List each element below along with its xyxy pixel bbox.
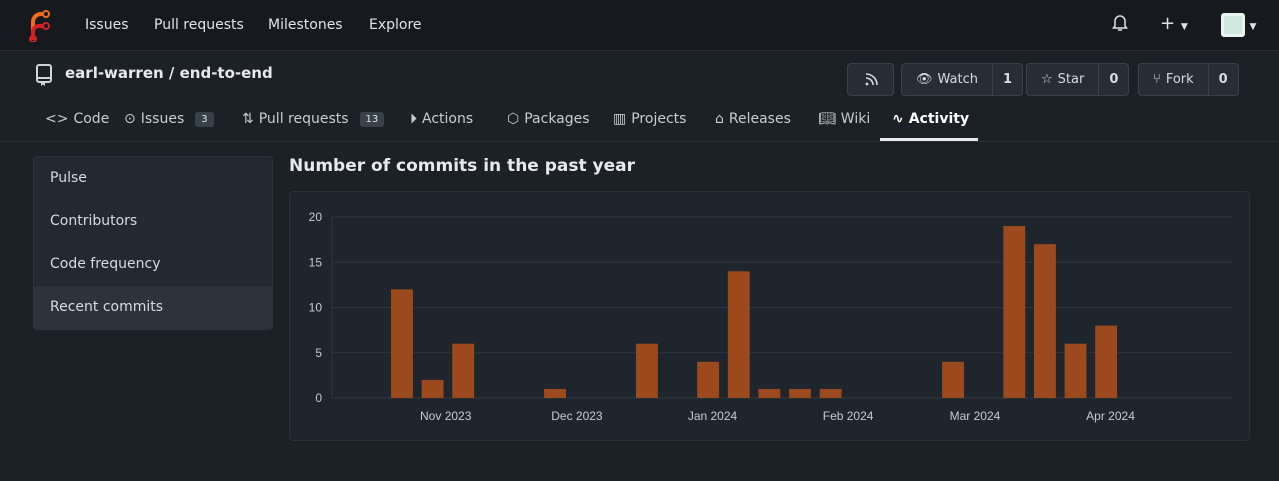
package-icon: ⬡ — [507, 111, 520, 127]
tab-label: Code — [73, 111, 110, 127]
commit-bar — [727, 271, 750, 398]
chart-container: 0 5 10 15 20 Nov 2023 Dec 2023 Jan 2024 Feb 2024… — [289, 191, 1250, 441]
active-tab-indicator — [880, 138, 978, 141]
project-icon: ▥ — [613, 111, 627, 127]
rss-icon — [865, 72, 878, 85]
y-tick-label: 0 — [315, 391, 322, 405]
star-count[interactable]: 0 — [1098, 64, 1128, 95]
user-avatar-menu[interactable]: ▼ — [1221, 13, 1256, 37]
tag-icon: ⌂ — [715, 111, 724, 127]
star-button[interactable]: ☆ Star 0 — [1026, 63, 1130, 96]
x-tick-label: Apr 2024 — [1086, 409, 1135, 423]
commit-bar — [1064, 343, 1087, 398]
commit-bar — [697, 361, 720, 398]
watch-button[interactable]: 👁︎ Watch 1 — [901, 63, 1024, 96]
commit-bar — [1033, 244, 1056, 398]
tab-code[interactable]: <> Code — [45, 111, 109, 127]
commit-bar — [391, 289, 413, 398]
commit-bar — [758, 388, 781, 398]
commits-bar-chart: 0 5 10 15 20 Nov 2023 Dec 2023 Jan 2024 Feb 2024… — [309, 210, 1233, 423]
page-title: Number of commits in the past year — [289, 156, 636, 176]
nav-explore[interactable]: Explore — [369, 17, 422, 33]
sidebar-item-recent-commits[interactable]: Recent commits — [34, 286, 272, 329]
tab-activity[interactable]: ∿ Activity — [892, 111, 969, 127]
tab-actions[interactable]: ⏵ Actions — [410, 111, 473, 127]
repo-title[interactable]: earl-warren / end-to-end — [65, 64, 273, 82]
y-tick-label: 15 — [309, 255, 323, 269]
x-tick-label: Dec 2023 — [551, 409, 603, 423]
watch-count[interactable]: 1 — [992, 64, 1022, 95]
commit-bar — [942, 361, 965, 398]
tab-label: Issues — [140, 111, 185, 127]
nav-pull-requests[interactable]: Pull requests — [154, 17, 244, 33]
fork-count[interactable]: 0 — [1207, 64, 1238, 95]
tab-wiki[interactable]: 📖︎ Wiki — [818, 111, 870, 127]
create-menu-plus-icon[interactable]: + ▼ — [1160, 13, 1188, 34]
tab-projects[interactable]: ▥ Projects — [613, 111, 686, 127]
forgejo-logo[interactable] — [28, 10, 50, 42]
book-icon: 📖︎ — [818, 111, 836, 127]
tab-label: Releases — [728, 111, 791, 127]
eye-icon: 👁︎ — [916, 72, 933, 87]
tab-packages[interactable]: ⬡ Packages — [507, 111, 590, 127]
repo-icon — [36, 64, 52, 86]
tab-pull-requests[interactable]: ⇅ Pull requests 13 — [242, 111, 385, 127]
pulse-icon: ∿ — [892, 111, 904, 127]
x-tick-label: Feb 2024 — [823, 409, 874, 423]
tab-issues[interactable]: ⊙ Issues 3 — [124, 111, 214, 127]
x-tick-label: Mar 2024 — [950, 409, 1001, 423]
nav-issues[interactable]: Issues — [85, 17, 129, 33]
chevron-down-icon: ▼ — [1249, 22, 1257, 32]
star-icon: ☆ — [1041, 72, 1053, 87]
tab-label: Actions — [422, 111, 474, 127]
y-tick-label: 5 — [315, 346, 322, 360]
commit-bar — [819, 388, 842, 398]
bell-icon[interactable] — [1112, 14, 1128, 36]
issues-count-badge: 3 — [195, 111, 214, 127]
pull-request-icon: ⇅ — [242, 111, 254, 127]
repo-header — [0, 51, 1279, 142]
commit-bar — [789, 388, 811, 398]
watch-label: Watch — [937, 72, 978, 87]
x-tick-label: Jan 2024 — [688, 409, 738, 423]
sidebar-item-code-frequency[interactable]: Code frequency — [50, 256, 161, 272]
y-tick-label: 10 — [309, 301, 323, 315]
issue-icon: ⊙ — [124, 111, 136, 127]
sidebar-item-pulse[interactable]: Pulse — [50, 170, 87, 186]
code-icon: <> — [45, 111, 69, 127]
avatar — [1221, 13, 1245, 37]
tab-label: Wiki — [840, 111, 871, 127]
commit-bar — [1095, 325, 1118, 398]
commit-bar — [421, 379, 444, 398]
top-navbar: Issues Pull requests Milestones Explore … — [0, 0, 1279, 51]
pr-count-badge: 13 — [359, 111, 385, 127]
fork-label: Fork — [1165, 72, 1194, 87]
commit-bar — [452, 343, 475, 398]
tab-label: Pull requests — [258, 111, 349, 127]
fork-button[interactable]: ⑂ Fork 0 — [1138, 63, 1239, 96]
play-icon: ⏵ — [410, 111, 417, 127]
star-label: Star — [1057, 72, 1085, 87]
fork-icon: ⑂ — [1153, 72, 1161, 87]
commit-bar — [544, 388, 566, 398]
tab-releases[interactable]: ⌂ Releases — [715, 111, 791, 127]
y-tick-label: 20 — [309, 210, 323, 224]
commit-bar — [1003, 226, 1026, 398]
x-tick-label: Nov 2023 — [420, 409, 472, 423]
sidebar-item-contributors[interactable]: Contributors — [50, 213, 138, 229]
activity-sidebar: Pulse Contributors Code frequency Recent… — [33, 156, 273, 330]
tab-label: Activity — [908, 111, 970, 127]
rss-feed-button[interactable] — [847, 63, 894, 96]
nav-milestones[interactable]: Milestones — [268, 17, 343, 33]
tab-label: Packages — [524, 111, 590, 127]
tab-label: Projects — [631, 111, 687, 127]
commit-bar — [635, 343, 658, 398]
